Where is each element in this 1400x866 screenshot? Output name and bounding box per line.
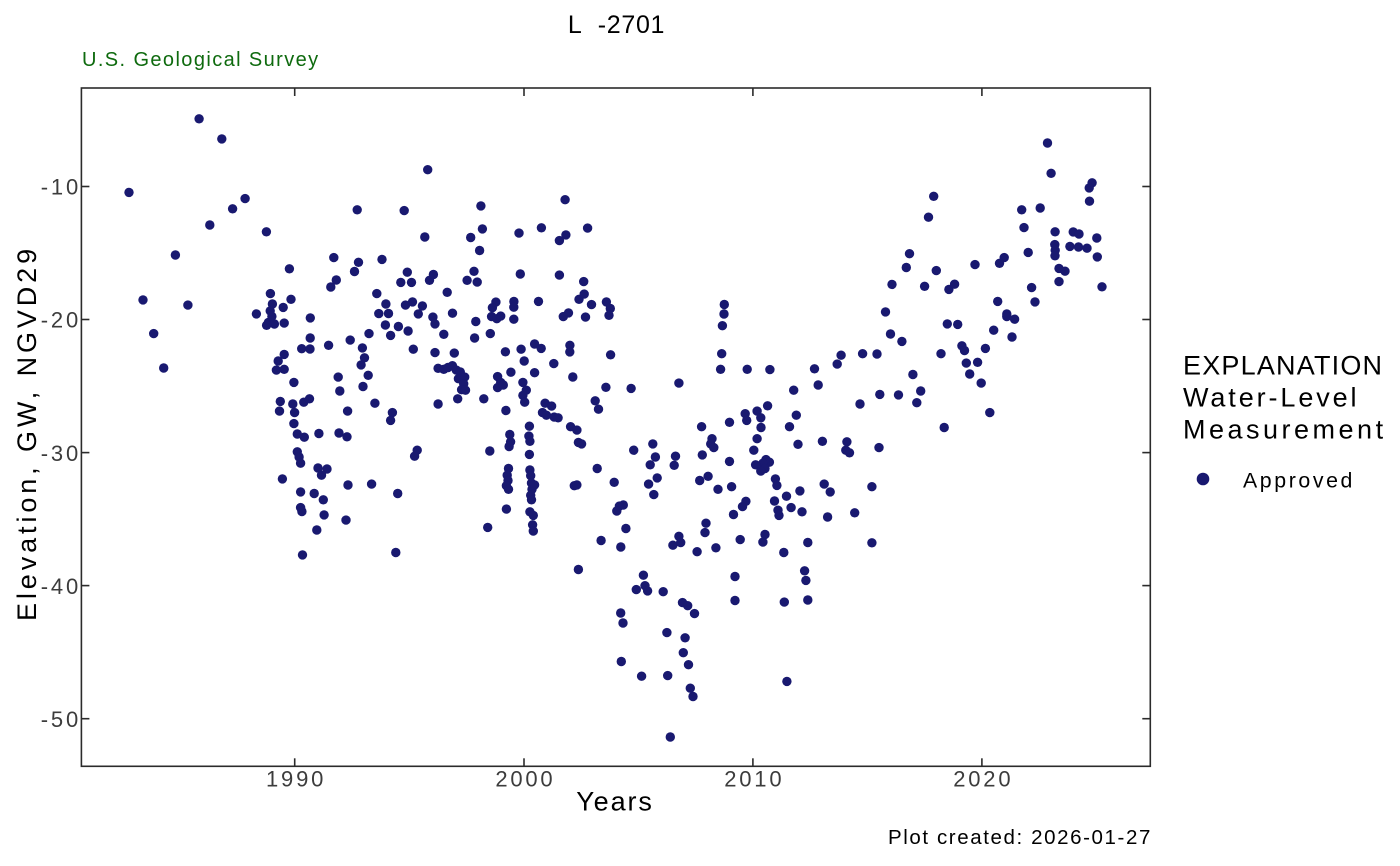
svg-text:Years: Years: [576, 787, 654, 817]
svg-text:1990: 1990: [266, 767, 326, 792]
svg-text:Approved: Approved: [1243, 469, 1355, 493]
svg-text:-20: -20: [41, 308, 81, 333]
svg-text:-40: -40: [41, 574, 81, 599]
svg-text:U.S. Geological Survey: U.S. Geological Survey: [82, 49, 320, 71]
svg-text:Measurement: Measurement: [1183, 415, 1387, 445]
svg-text:Water-Level: Water-Level: [1183, 383, 1359, 413]
svg-text:-10: -10: [41, 175, 81, 200]
svg-text:EXPLANATION: EXPLANATION: [1183, 351, 1383, 381]
svg-text:2020: 2020: [953, 767, 1013, 792]
svg-text:-30: -30: [41, 441, 81, 466]
svg-text:Plot created: 2026-01-27: Plot created: 2026-01-27: [888, 826, 1152, 849]
svg-text:L -2701: L -2701: [568, 11, 665, 39]
svg-text:2010: 2010: [724, 767, 784, 792]
svg-text:2000: 2000: [495, 767, 555, 792]
svg-text:-50: -50: [41, 707, 81, 732]
svg-text:Elevation, GW, NGVD29: Elevation, GW, NGVD29: [12, 245, 42, 621]
